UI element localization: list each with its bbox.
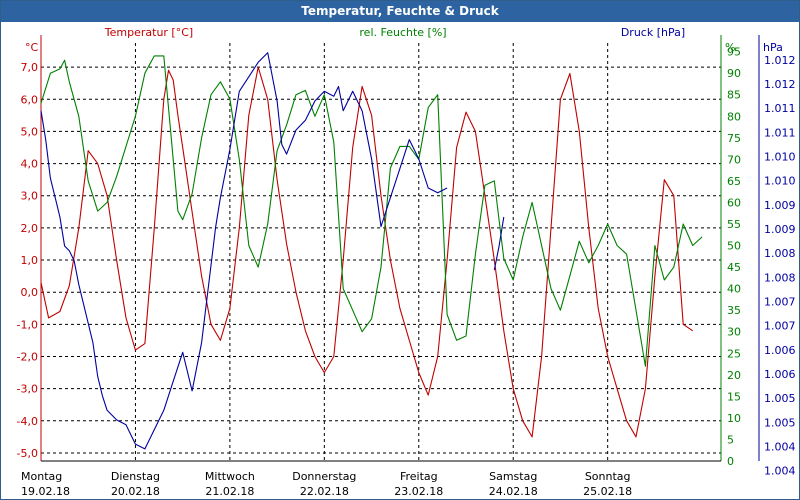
temperature-tick-label: 5,0 xyxy=(21,125,39,138)
humidity-tick-label: 65 xyxy=(727,175,741,188)
pressure-tick-label: 1.009 xyxy=(764,223,796,236)
pressure-tick-label: 1.008 xyxy=(764,247,796,260)
axis-labels: 7,0 6,0 5,0 4,0 3,0 2,0 1,0 0,0 -1,0 -2,0 -3,0 -4,0… xyxy=(17,26,796,498)
humidity-axis-title: rel. Feuchte [%] xyxy=(359,26,446,39)
temperature-tick-label: 1,0 xyxy=(21,254,39,267)
temperature-tick-label: -2,0 xyxy=(17,351,38,364)
humidity-tick-label: 15 xyxy=(727,390,741,403)
day-label: Sonntag xyxy=(585,470,631,483)
temperature-tick-label: -4,0 xyxy=(17,415,38,428)
pressure-tick-label: 1.006 xyxy=(764,368,796,381)
series-lines xyxy=(40,52,703,450)
window-title: Temperatur, Feuchte & Druck xyxy=(1,1,799,22)
pressure-tick-label: 1.007 xyxy=(764,296,796,309)
pressure-tick-label: 1.010 xyxy=(764,151,796,164)
humidity-tick-label: 75 xyxy=(727,132,741,145)
humidity-tick-label: 45 xyxy=(727,261,741,274)
humidity-tick-label: 35 xyxy=(727,304,741,317)
date-label: 22.02.18 xyxy=(300,485,349,498)
grid xyxy=(41,43,721,461)
pressure-tick-label: 1.011 xyxy=(764,102,796,115)
humidity-tick-label: 85 xyxy=(727,89,741,102)
pressure-tick-label: 1.004 xyxy=(764,441,796,454)
pressure-tick-label: 1.009 xyxy=(764,199,796,212)
humidity-tick-label: 20 xyxy=(727,369,741,382)
pressure-tick-label: 1.011 xyxy=(764,126,796,139)
date-label: 23.02.18 xyxy=(394,485,443,498)
humidity-tick-label: 95 xyxy=(727,46,741,59)
pressure-line xyxy=(493,216,505,271)
humidity-tick-label: 90 xyxy=(727,67,741,80)
temperature-tick-label: -1,0 xyxy=(17,318,38,331)
temperature-tick-label: 0,0 xyxy=(21,286,39,299)
day-label: Freitag xyxy=(400,470,438,483)
humidity-unit-label: % xyxy=(725,41,735,54)
date-label: 20.02.18 xyxy=(111,485,160,498)
temperature-tick-label: 7,0 xyxy=(21,61,39,74)
pressure-tick-label: 1.008 xyxy=(764,271,796,284)
date-label: 21.02.18 xyxy=(205,485,254,498)
humidity-tick-label: 10 xyxy=(727,412,741,425)
temperature-unit-label: °C xyxy=(25,41,39,54)
date-label: 25.02.18 xyxy=(583,485,632,498)
pressure-unit-label: hPa xyxy=(763,41,783,54)
pressure-tick-label: 1.007 xyxy=(764,320,796,333)
day-label: Montag xyxy=(21,470,62,483)
pressure-line xyxy=(40,52,448,450)
pressure-tick-label: 1.005 xyxy=(764,392,796,405)
temperature-tick-label: 4,0 xyxy=(21,158,39,171)
date-label: 24.02.18 xyxy=(489,485,538,498)
day-label: Donnerstag xyxy=(292,470,356,483)
temperature-tick-label: -5,0 xyxy=(17,447,38,460)
temperature-tick-label: 3,0 xyxy=(21,190,39,203)
day-label: Mittwoch xyxy=(205,470,255,483)
humidity-tick-label: 30 xyxy=(727,326,741,339)
humidity-tick-label: 50 xyxy=(727,240,741,253)
humidity-tick-label: 80 xyxy=(727,110,741,123)
humidity-tick-label: 60 xyxy=(727,196,741,209)
humidity-tick-label: 0 xyxy=(727,455,734,468)
day-label: Samstag xyxy=(489,470,537,483)
pressure-tick-label: 1.012 xyxy=(764,78,796,91)
pressure-tick-label: 1.004 xyxy=(764,465,796,478)
pressure-tick-label: 1.005 xyxy=(764,416,796,429)
humidity-tick-label: 55 xyxy=(727,218,741,231)
axes xyxy=(40,35,760,462)
humidity-line xyxy=(40,55,703,367)
temperature-tick-label: -3,0 xyxy=(17,383,38,396)
date-label: 19.02.18 xyxy=(21,485,70,498)
pressure-tick-label: 1.012 xyxy=(764,54,796,67)
pressure-axis-title: Druck [hPa] xyxy=(621,26,685,39)
humidity-tick-label: 5 xyxy=(727,433,734,446)
temperature-tick-label: 6,0 xyxy=(21,93,39,106)
humidity-tick-label: 25 xyxy=(727,347,741,360)
pressure-tick-label: 1.010 xyxy=(764,175,796,188)
humidity-tick-label: 40 xyxy=(727,283,741,296)
temperature-tick-label: 2,0 xyxy=(21,222,39,235)
humidity-tick-label: 70 xyxy=(727,153,741,166)
day-label: Dienstag xyxy=(111,470,160,483)
pressure-tick-label: 1.006 xyxy=(764,344,796,357)
temperature-line xyxy=(40,66,694,438)
temperature-axis-title: Temperatur [°C] xyxy=(104,26,193,39)
